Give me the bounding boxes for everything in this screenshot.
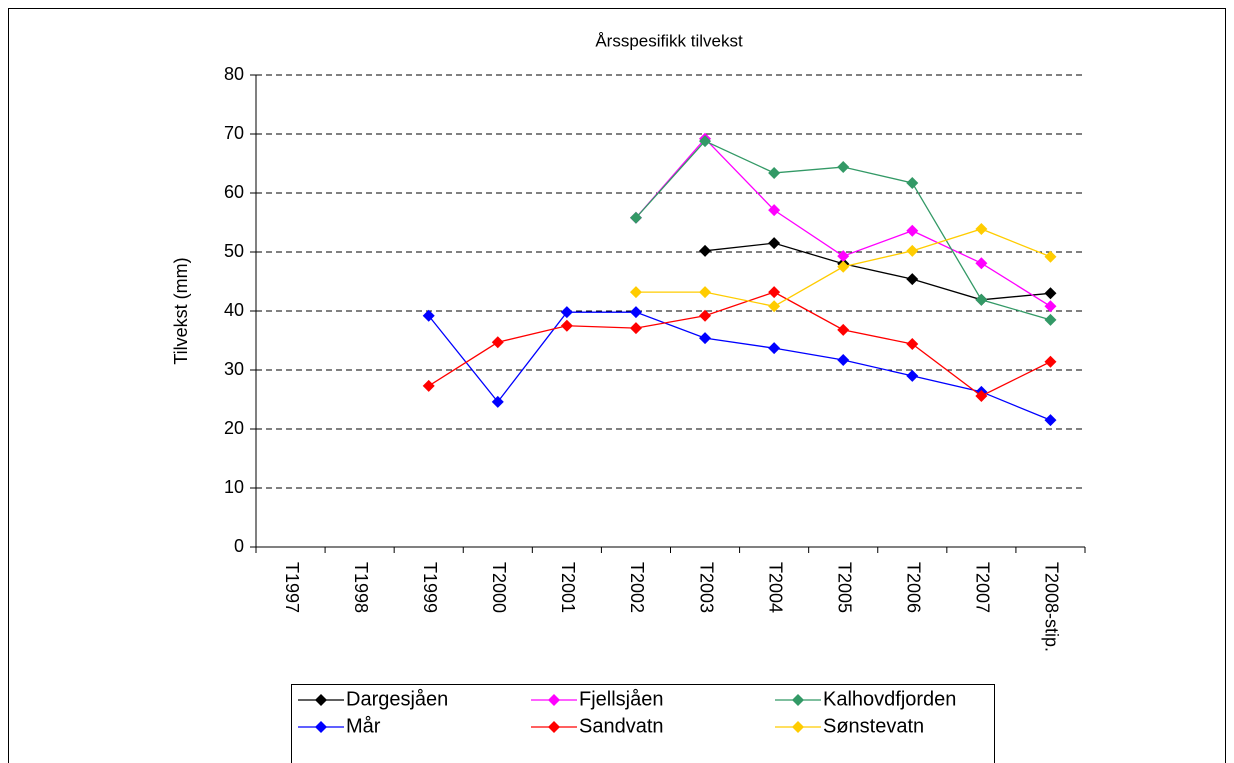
legend-label: Mår bbox=[346, 715, 381, 737]
y-tick-label: 10 bbox=[224, 477, 244, 497]
data-point bbox=[699, 286, 712, 299]
data-point bbox=[699, 332, 712, 345]
y-tick-label: 40 bbox=[224, 300, 244, 320]
y-axis-label: Tilvekst (mm) bbox=[171, 257, 191, 364]
series-line bbox=[428, 291, 1051, 397]
data-point bbox=[768, 342, 781, 355]
data-point bbox=[629, 322, 642, 335]
data-point bbox=[975, 293, 988, 306]
data-point bbox=[629, 306, 642, 319]
legend-box bbox=[291, 684, 995, 763]
data-point bbox=[906, 244, 919, 257]
legend-label: Kalhovdfjorden bbox=[823, 688, 956, 710]
data-point bbox=[1044, 414, 1057, 427]
data-point bbox=[491, 336, 504, 349]
x-tick-label: T2004 bbox=[765, 562, 785, 613]
data-point bbox=[768, 166, 781, 179]
x-tick-label: T1998 bbox=[351, 562, 371, 613]
data-point bbox=[837, 323, 850, 336]
data-point bbox=[837, 250, 850, 263]
data-point bbox=[422, 379, 435, 392]
data-point bbox=[1044, 300, 1057, 313]
y-tick-label: 20 bbox=[224, 418, 244, 438]
data-point bbox=[906, 369, 919, 382]
data-point bbox=[975, 257, 988, 270]
x-tick-label: T2003 bbox=[696, 562, 716, 613]
data-point bbox=[768, 300, 781, 313]
data-point bbox=[906, 224, 919, 237]
x-tick-label: T2000 bbox=[489, 562, 509, 613]
legend-label: Sandvatn bbox=[579, 715, 664, 737]
data-point bbox=[560, 319, 573, 332]
x-tick-label: T2002 bbox=[627, 562, 647, 613]
x-tick-label: T2008-stip. bbox=[1042, 562, 1062, 652]
data-point bbox=[699, 309, 712, 322]
x-tick-label: T2001 bbox=[558, 562, 578, 613]
data-point bbox=[1044, 355, 1057, 368]
data-point bbox=[975, 222, 988, 235]
legend-marker bbox=[548, 721, 560, 733]
series-line bbox=[704, 242, 1051, 301]
legend-label: Sønstevatn bbox=[823, 715, 924, 737]
chart-title: Årsspesifikk tilvekst bbox=[595, 31, 743, 50]
data-point bbox=[837, 353, 850, 366]
x-tick-label: T2006 bbox=[904, 562, 924, 613]
data-point bbox=[906, 176, 919, 189]
x-tick-label: T1997 bbox=[282, 562, 302, 613]
legend-label: Fjellsjåen bbox=[579, 688, 663, 710]
legend-marker bbox=[792, 721, 804, 733]
data-point bbox=[560, 306, 573, 319]
legend-label: Dargesjåen bbox=[346, 688, 448, 710]
data-point bbox=[699, 244, 712, 257]
data-point bbox=[491, 395, 504, 408]
x-tick-label: T2005 bbox=[834, 562, 854, 613]
data-point bbox=[837, 161, 850, 174]
data-point bbox=[906, 338, 919, 351]
data-point bbox=[422, 309, 435, 322]
data-point bbox=[629, 286, 642, 299]
data-point bbox=[768, 286, 781, 299]
data-point bbox=[768, 237, 781, 250]
y-tick-label: 0 bbox=[234, 536, 244, 556]
x-tick-label: T2007 bbox=[973, 562, 993, 613]
y-tick-label: 80 bbox=[224, 64, 244, 84]
y-tick-label: 60 bbox=[224, 182, 244, 202]
data-point bbox=[1044, 287, 1057, 300]
data-point bbox=[629, 211, 642, 224]
data-point bbox=[1044, 313, 1057, 326]
series-line bbox=[428, 311, 1051, 421]
y-tick-label: 70 bbox=[224, 123, 244, 143]
legend-marker bbox=[315, 694, 327, 706]
legend-marker bbox=[548, 694, 560, 706]
data-point bbox=[768, 204, 781, 217]
data-point bbox=[975, 389, 988, 402]
data-point bbox=[906, 273, 919, 286]
legend-marker bbox=[315, 721, 327, 733]
y-tick-label: 30 bbox=[224, 359, 244, 379]
data-point bbox=[1044, 250, 1057, 263]
legend-marker bbox=[792, 694, 804, 706]
y-tick-label: 50 bbox=[224, 241, 244, 261]
data-point bbox=[699, 135, 712, 148]
x-tick-label: T1999 bbox=[420, 562, 440, 613]
data-point bbox=[837, 260, 850, 273]
